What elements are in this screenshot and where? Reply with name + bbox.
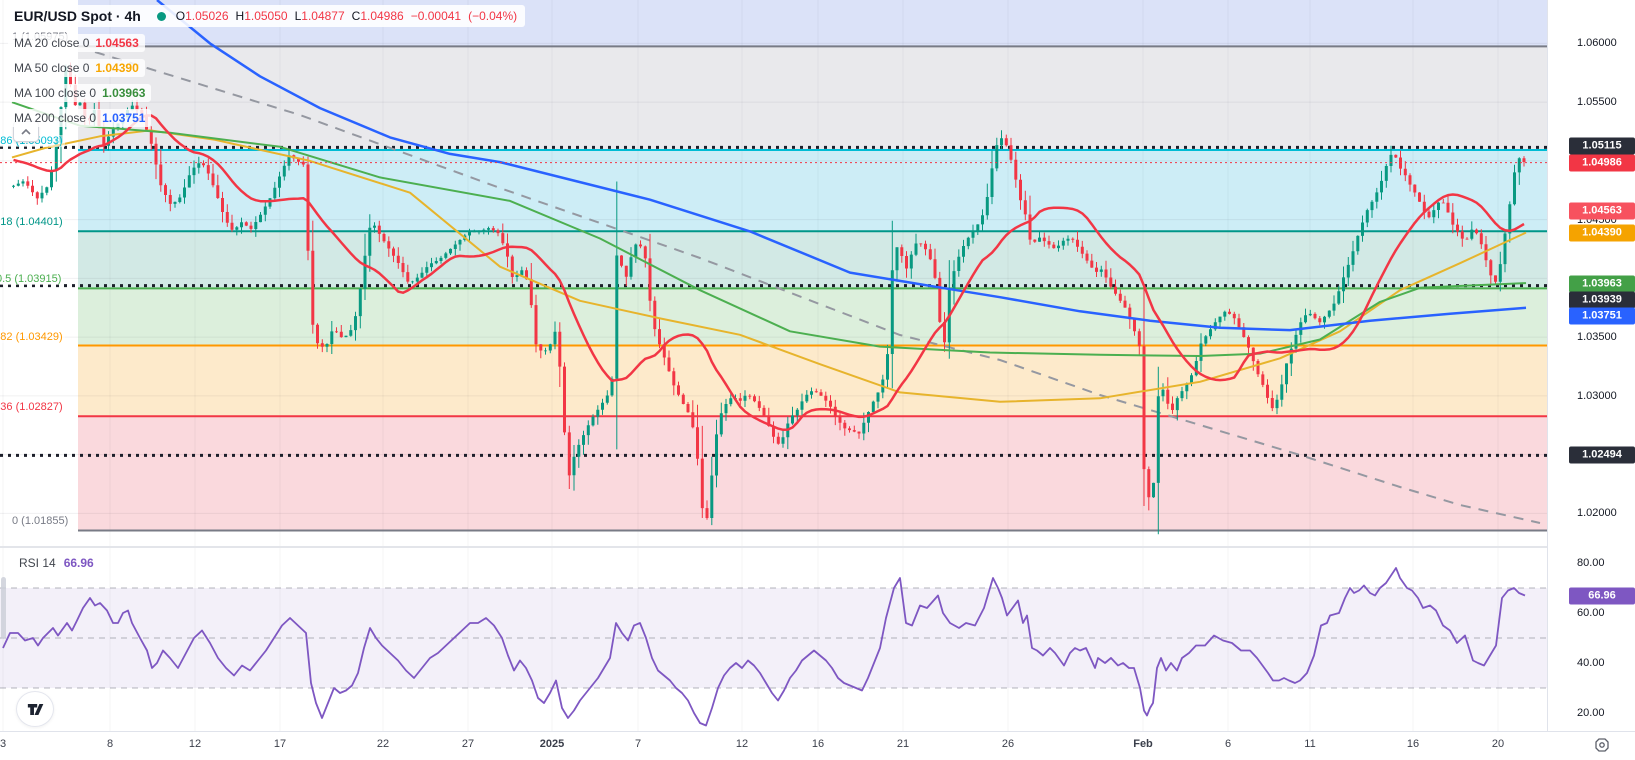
- ohlc-value: 1.04877: [301, 9, 345, 23]
- price-badge: 1.04563: [1569, 202, 1635, 220]
- rsi-legend-row[interactable]: RSI 14 66.96: [14, 555, 99, 571]
- price-axis-label: 1.02000: [1577, 507, 1617, 520]
- indicator-value: 1.04563: [95, 36, 139, 50]
- fib-level-label: 0.618 (1.04401): [0, 216, 65, 229]
- ma-legend-rows: MA 20 close 0 1.04563 MA 50 close 0 1.04390…: [8, 34, 525, 127]
- chart-canvas[interactable]: [0, 0, 1547, 731]
- symbol-row[interactable]: EUR/USD Spot · 4h O1.05026 H1.05050 L1.048…: [8, 5, 526, 27]
- rsi-badge: 66.96: [1569, 587, 1635, 605]
- time-scale[interactable]: 3 8 12 17 22 27 2025 7 12 16 21 26 Feb 6 11 16 20: [0, 731, 1635, 760]
- time-axis-label: 8: [106, 738, 114, 750]
- timescale-settings-button[interactable]: [1593, 736, 1611, 754]
- ohlc-key: O: [175, 9, 186, 23]
- time-axis-label: 17: [273, 738, 287, 750]
- price-badge: 1.04986: [1569, 154, 1635, 172]
- time-axis-label: 11: [1304, 738, 1316, 750]
- ohlc-value: 1.05026: [185, 9, 229, 23]
- ohlc-key: L: [294, 9, 302, 23]
- time-axis-label: 12: [188, 738, 202, 750]
- rsi-axis-label: 60.00: [1577, 607, 1605, 619]
- ohlc-key: H: [235, 9, 245, 23]
- legend: EUR/USD Spot · 4h O1.05026 H1.05050 L1.048…: [8, 5, 526, 127]
- fib-band: [78, 416, 1547, 531]
- symbol-title[interactable]: EUR/USD Spot · 4h: [14, 8, 141, 24]
- fib-band: [78, 150, 1547, 232]
- ohlc-value: 1.04986: [360, 9, 404, 23]
- price-change: −0.00041: [410, 9, 462, 23]
- trendline-dashed: [94, 51, 1541, 524]
- ma-line-ma200: [156, 0, 1527, 332]
- time-axis-label: 2025: [539, 738, 565, 750]
- fib-band: [78, 345, 1547, 417]
- ma-line-ma20: [13, 114, 1525, 432]
- price-badge: 1.03939: [1569, 291, 1635, 309]
- price-axis-label: 1.03500: [1577, 331, 1617, 344]
- time-axis-label: 22: [376, 738, 390, 750]
- gear-icon: [1595, 738, 1609, 752]
- fib-level-label: 0.236 (1.02827): [0, 401, 65, 414]
- rsi-label: RSI 14: [19, 556, 56, 570]
- price-axis-label: 1.03000: [1577, 389, 1617, 402]
- tradingview-logo-icon: [27, 703, 43, 715]
- indicator-value: 1.04390: [95, 61, 139, 75]
- rsi-value: 66.96: [63, 556, 94, 570]
- indicator-value: 1.03963: [102, 86, 146, 100]
- rsi-axis-label: 80.00: [1577, 557, 1605, 569]
- time-axis-label: 26: [1001, 738, 1015, 750]
- ma-line-ma100: [11, 101, 1527, 357]
- time-axis-label: 12: [735, 738, 749, 750]
- time-axis-label: 16: [811, 738, 825, 750]
- ohlc-key: C: [351, 9, 361, 23]
- rsi-line: [2, 567, 1526, 727]
- fib-band: [78, 231, 1547, 289]
- price-badge: 1.03963: [1569, 275, 1635, 293]
- time-axis-label: 16: [1406, 738, 1420, 750]
- legend-row-ma-100-close-0[interactable]: MA 100 close 0 1.03963: [8, 84, 152, 102]
- indicator-label: MA 20 close 0: [14, 36, 90, 50]
- fib-level-label: 0 (1.01855): [10, 515, 71, 528]
- time-axis-label: 7: [634, 738, 642, 750]
- time-axis-label: Feb: [1133, 738, 1153, 750]
- ohlc-pair: L1.04877: [295, 9, 345, 23]
- left-toolbar-scrollbar[interactable]: [1, 577, 6, 639]
- ohlc-pair: O1.05026: [176, 9, 229, 23]
- time-axis-label: 21: [896, 738, 910, 750]
- rsi-axis-label: 20.00: [1577, 707, 1605, 719]
- ohlc-values: O1.05026 H1.05050 L1.04877 C1.04986 −0.00041…: [176, 9, 517, 23]
- indicator-label: MA 200 close 0: [14, 111, 97, 125]
- market-status-dot-icon: [156, 11, 166, 21]
- time-axis-label: 20: [1491, 738, 1505, 750]
- price-change-percent: (−0.04%): [468, 9, 518, 23]
- time-axis-label: 3: [0, 738, 7, 750]
- price-badge: 1.02494: [1569, 446, 1635, 464]
- indicator-label: MA 100 close 0: [14, 86, 97, 100]
- time-axis-label: 6: [1224, 738, 1232, 750]
- legend-row-ma-50-close-0[interactable]: MA 50 close 0 1.04390: [8, 59, 145, 77]
- tradingview-logo[interactable]: [16, 691, 54, 727]
- fib-level-label: 0.382 (1.03429): [0, 330, 65, 343]
- price-badge: 1.03751: [1569, 307, 1635, 325]
- fib-band: [78, 46, 1547, 150]
- price-badge: 1.05115: [1569, 137, 1635, 155]
- time-axis-label: 27: [461, 738, 475, 750]
- chevron-up-icon: [21, 128, 31, 135]
- price-badge: 1.04390: [1569, 224, 1635, 242]
- pane-separator[interactable]: [0, 546, 1547, 548]
- price-axis-label: 1.06000: [1577, 37, 1617, 50]
- indicator-value: 1.03751: [102, 111, 146, 125]
- legend-row-ma-200-close-0[interactable]: MA 200 close 0 1.03751: [8, 109, 152, 127]
- indicator-label: MA 50 close 0: [14, 61, 90, 75]
- ohlc-pair: H1.05050: [236, 9, 288, 23]
- ohlc-value: 1.05050: [244, 9, 288, 23]
- fib-level-label: 0.5 (1.03915): [0, 273, 64, 286]
- ohlc-pair: C1.04986: [352, 9, 404, 23]
- rsi-axis-label: 40.00: [1577, 657, 1605, 669]
- price-scale[interactable]: 1.06000 1.05500 1.04500 1.03500 1.03000 1.020…: [1547, 0, 1635, 731]
- price-axis-label: 1.05500: [1577, 96, 1617, 109]
- legend-row-ma-20-close-0[interactable]: MA 20 close 0 1.04563: [8, 34, 145, 52]
